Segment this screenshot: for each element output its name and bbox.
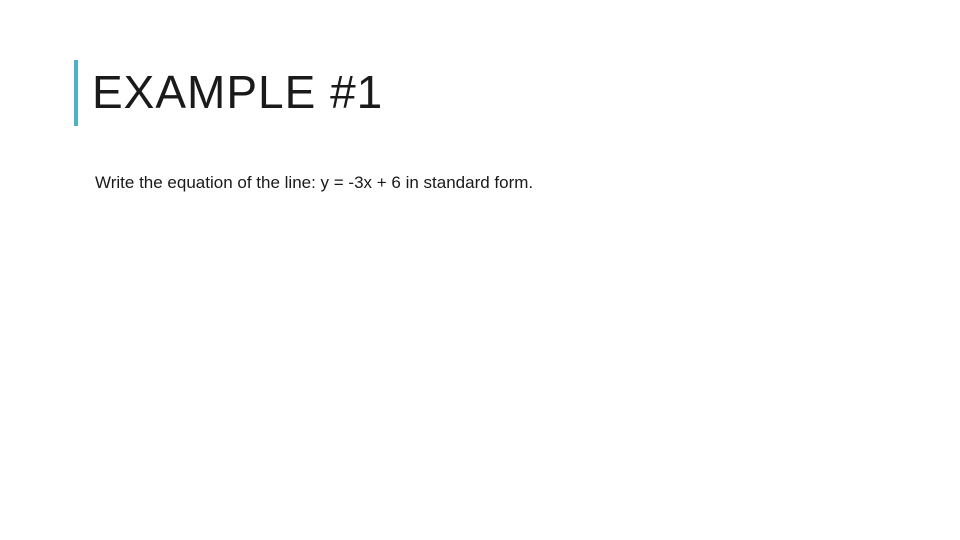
accent-bar xyxy=(74,60,78,126)
slide-body-text: Write the equation of the line: y = -3x … xyxy=(95,171,960,195)
slide-title: EXAMPLE #1 xyxy=(92,60,383,126)
slide-container: EXAMPLE #1 Write the equation of the lin… xyxy=(0,0,960,540)
title-wrapper: EXAMPLE #1 xyxy=(74,60,960,126)
